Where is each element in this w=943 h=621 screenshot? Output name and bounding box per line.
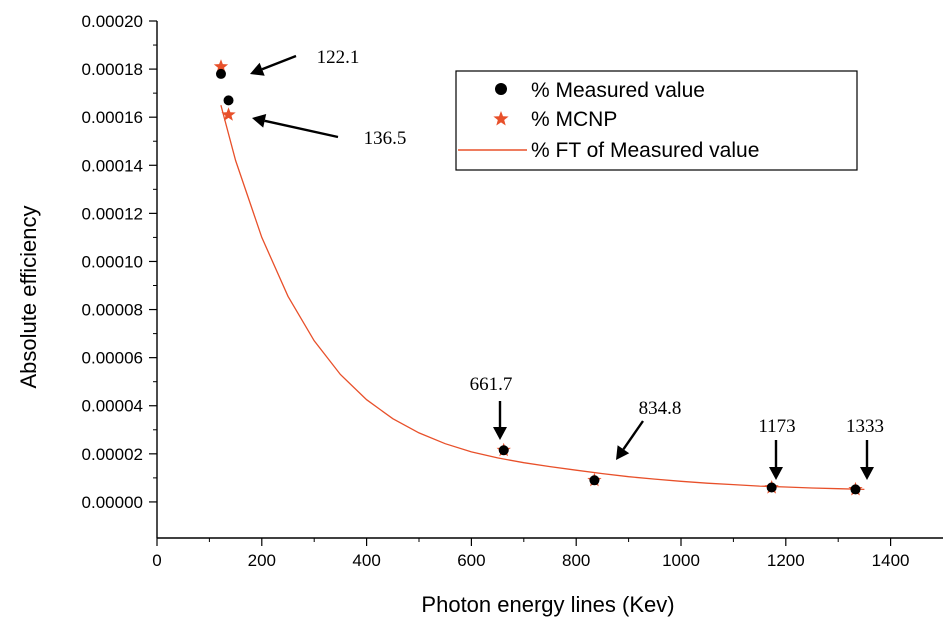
y-tick-label: 0.00008 [82, 301, 143, 320]
x-tick-label: 0 [152, 551, 161, 570]
x-tick-label: 800 [562, 551, 590, 570]
x-tick-label: 600 [457, 551, 485, 570]
annotation-arrow-head [616, 445, 630, 460]
measured-point [223, 95, 234, 106]
mcnp-point [213, 59, 229, 73]
measured-point [498, 445, 509, 456]
plot-frame [156, 21, 943, 539]
annotation-arrow-shaft [264, 119, 339, 139]
fit-curve-layer [220, 105, 865, 491]
x-tick-label: 1000 [662, 551, 700, 570]
y-tick-label: 0.00016 [82, 108, 143, 127]
x-tick-label: 1200 [767, 551, 805, 570]
annotations-layer: 122.1 136.5 661.7 834.8 1173 1333 [250, 47, 884, 480]
annotation-label: 661.7 [470, 374, 513, 395]
legend-star-marker [493, 111, 509, 126]
legend-box [455, 70, 858, 171]
legend-label-mcnp: % MCNP [531, 108, 617, 131]
x-tick-label: 400 [352, 551, 380, 570]
y-tick-label: 0.00006 [82, 349, 143, 368]
data-points-layer [213, 59, 863, 496]
measured-point [766, 482, 777, 493]
legend: % Measured value % MCNP % FT of Measured… [455, 70, 858, 171]
annotation-arrow-head [252, 114, 267, 128]
y-tick-label: 0.00002 [82, 445, 143, 464]
y-tick-label: 0.00000 [82, 493, 143, 512]
annotation-label: 1173 [758, 416, 795, 437]
annotation-arrow-shaft [261, 54, 297, 71]
measured-point [589, 475, 600, 486]
legend-label-measured: % Measured value [531, 79, 705, 102]
annotation-label: 1333 [846, 416, 884, 437]
annotation-arrow-head [860, 467, 874, 480]
legend-label-fit: % FT of Measured value [531, 139, 759, 162]
y-tick-label: 0.00004 [82, 397, 143, 416]
annotation-label: 834.8 [639, 398, 682, 419]
y-tick-label: 0.00012 [82, 204, 143, 223]
y-tick-label: 0.00020 [82, 12, 143, 31]
annotation-label: 122.1 [317, 47, 360, 68]
y-axis-title: Absolute efficiency [16, 205, 41, 388]
legend-circle-marker [495, 83, 507, 95]
measured-point [215, 68, 226, 79]
annotation-arrow-shaft [622, 420, 644, 450]
x-tick-label: 1400 [872, 551, 910, 570]
measured-point [850, 484, 861, 495]
x-tick-label: 200 [248, 551, 276, 570]
fit-curve-line [220, 105, 865, 491]
y-tick-label: 0.00018 [82, 60, 143, 79]
annotation-arrow-head [493, 427, 507, 440]
annotation-arrow-head [769, 467, 783, 480]
x-axis-title: Photon energy lines (Kev) [421, 592, 674, 617]
y-axis-ticks: 0.00000 0.00002 0.00004 0.00006 0.00008 0.000… [82, 12, 157, 512]
x-axis-ticks: 0 200 400 600 800 1000 1200 1400 [152, 538, 910, 570]
mcnp-point [221, 107, 236, 121]
legend-symbol-mcnp [493, 111, 509, 126]
annotation-arrow-head [250, 62, 265, 76]
legend-symbol-measured [495, 83, 507, 95]
y-tick-label: 0.00010 [82, 252, 143, 271]
y-tick-label: 0.00014 [82, 156, 143, 175]
annotation-label: 136.5 [364, 128, 407, 149]
